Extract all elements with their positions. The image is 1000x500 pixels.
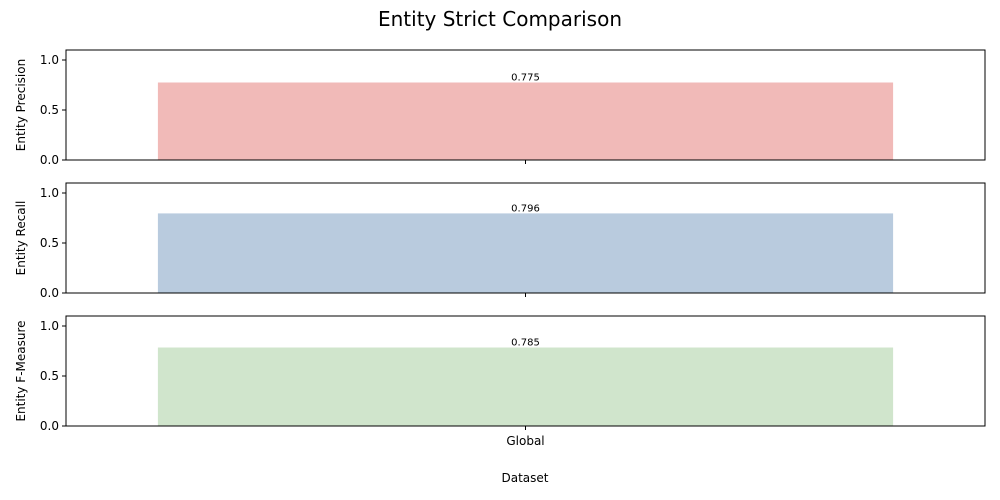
panel-frame (65, 49, 986, 161)
bar (157, 82, 894, 160)
panel-1: 0.775 0.0 0.5 1.0 Entity Precision (14, 49, 986, 167)
data-label: 0.775 (511, 73, 540, 84)
data-label: 0.785 (511, 338, 540, 349)
y-tick-label: 1.0 (40, 53, 59, 67)
y-tick-label: 0.5 (40, 103, 59, 117)
panel-frame (65, 315, 986, 427)
panel-frame (65, 182, 986, 294)
y-tick-label: 0.5 (40, 236, 59, 250)
panel-3: 0.785 Global 0.0 0.5 1.0 Entity F-Measure (14, 315, 986, 448)
y-tick-label: 0.5 (40, 369, 59, 383)
y-axis-label: Entity Precision (14, 59, 28, 151)
chart-title: Entity Strict Comparison (378, 7, 622, 31)
y-tick-label: 0.0 (40, 153, 59, 167)
panel-2: 0.796 0.0 0.5 1.0 Entity Recall (14, 182, 986, 300)
y-tick-label: 1.0 (40, 186, 59, 200)
x-axis-label: Dataset (502, 471, 549, 485)
y-tick-label: 0.0 (40, 419, 59, 433)
y-tick-label: 1.0 (40, 319, 59, 333)
bar (157, 347, 894, 426)
bar (157, 213, 894, 293)
y-axis-label: Entity Recall (14, 201, 28, 276)
y-tick-label: 0.0 (40, 286, 59, 300)
data-label: 0.796 (511, 203, 540, 214)
x-tick-label: Global (506, 434, 544, 448)
y-axis-label: Entity F-Measure (14, 320, 28, 421)
